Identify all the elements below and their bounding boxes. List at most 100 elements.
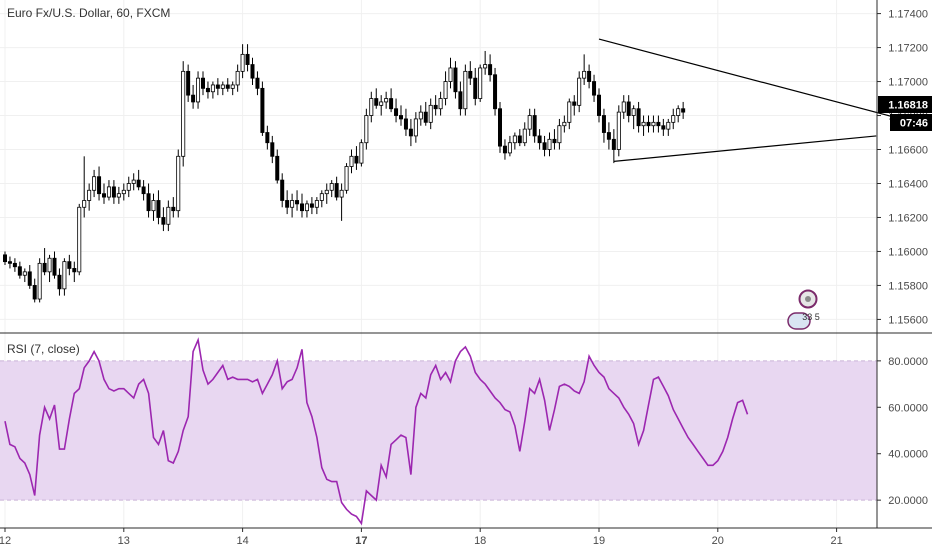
candle: [181, 61, 186, 167]
candle-body-up: [126, 183, 131, 191]
candle: [369, 91, 374, 123]
candle-body-down: [270, 142, 275, 157]
candle-body-down: [606, 132, 611, 140]
candle: [92, 169, 97, 198]
price-tick-label: 1.17000: [888, 77, 928, 89]
candle-body-up: [369, 98, 374, 116]
candle-body-up: [176, 155, 181, 212]
candle: [572, 95, 577, 116]
candle: [265, 125, 270, 150]
candle-body-down: [458, 91, 463, 110]
candle: [329, 180, 334, 198]
candle-body-up: [87, 189, 92, 201]
candle: [398, 105, 403, 126]
candle-body-up: [641, 121, 646, 127]
flag-icon[interactable]: [787, 312, 811, 330]
candle-body-down: [191, 94, 196, 103]
price-tick-label: 1.16600: [888, 145, 928, 157]
candle-body-down: [398, 115, 403, 120]
candle-body-down: [295, 200, 300, 205]
candle: [646, 115, 651, 133]
candle: [116, 186, 121, 204]
candle: [597, 88, 602, 123]
candle-body-up: [379, 101, 384, 106]
candle: [299, 193, 304, 218]
candle-body-up: [359, 142, 364, 164]
candle: [3, 251, 8, 266]
candle: [448, 57, 453, 89]
rsi-band-fill: [0, 360, 877, 501]
candle: [191, 84, 196, 109]
candle: [473, 67, 478, 106]
candle-body-up: [47, 257, 52, 273]
candle-body-up: [631, 108, 636, 116]
candle: [290, 193, 295, 218]
price-tick-label: 1.16000: [888, 246, 928, 258]
candle-body-down: [497, 108, 502, 147]
candle: [255, 71, 260, 96]
rsi-tick-label: 60.0000: [888, 402, 928, 414]
candle: [57, 268, 62, 296]
candle-body-down: [12, 262, 17, 268]
candle-body-down: [17, 266, 22, 276]
candle-body-down: [354, 155, 359, 164]
candle: [121, 183, 126, 201]
candle: [304, 200, 309, 218]
candle: [7, 256, 12, 269]
candle: [438, 91, 443, 116]
candle: [502, 139, 507, 160]
candle: [542, 135, 547, 157]
candle-body-up: [304, 203, 309, 212]
time-tick-label: 14: [236, 535, 248, 547]
candle: [205, 81, 210, 99]
candle: [557, 118, 562, 150]
time-tick-label: 21: [830, 535, 842, 547]
candle-body-down: [200, 77, 205, 89]
candle: [37, 258, 42, 303]
candle: [146, 183, 151, 218]
candle-body-up: [240, 53, 245, 72]
price-tick-label: 1.15800: [888, 280, 928, 292]
candle: [319, 190, 324, 208]
candle-body-down: [250, 64, 255, 79]
candle-body-up: [527, 115, 532, 130]
candle-body-down: [299, 203, 304, 212]
trendline[interactable]: [613, 135, 877, 163]
candle-body-down: [32, 285, 37, 300]
rsi-title: RSI (7, close): [7, 342, 80, 356]
candle-body-down: [468, 70, 473, 79]
candle-body-down: [537, 135, 542, 144]
candle-body-up: [567, 101, 572, 123]
rsi-line: [4, 337, 749, 526]
candle-body-up: [62, 261, 67, 290]
candle: [77, 203, 82, 276]
candle: [62, 258, 67, 296]
candle: [250, 57, 255, 85]
candle: [443, 71, 448, 106]
trendline[interactable]: [598, 38, 902, 120]
candle-body-up: [666, 121, 671, 130]
candle-body-up: [557, 125, 562, 144]
candle: [433, 95, 438, 116]
candle-body-up: [166, 206, 171, 225]
candle-body-up: [671, 115, 676, 123]
candle-body-up: [512, 135, 517, 144]
candle-body-down: [265, 132, 270, 144]
candle: [547, 132, 552, 157]
candle: [156, 190, 161, 225]
candle-body-up: [37, 262, 42, 300]
chart-widget[interactable]: 33 5: [787, 289, 820, 330]
candle-body-down: [245, 53, 250, 65]
candle-body-up: [562, 121, 567, 127]
candle-body-up: [448, 67, 453, 82]
price-tick-label: 1.17400: [888, 9, 928, 21]
candle: [587, 64, 592, 89]
candle: [676, 105, 681, 123]
candle: [671, 108, 676, 130]
candle-body-down: [57, 274, 62, 290]
candle-body-down: [433, 104, 438, 110]
candle: [230, 81, 235, 96]
candle-body-down: [423, 111, 428, 123]
candle-body-down: [646, 121, 651, 127]
